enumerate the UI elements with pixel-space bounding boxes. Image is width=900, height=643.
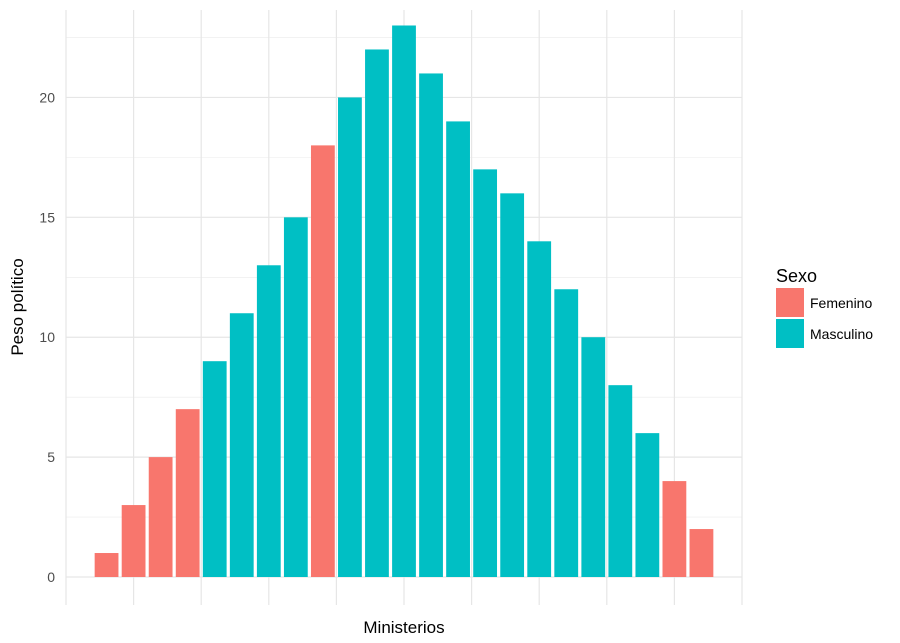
bar (121, 505, 146, 577)
bar (689, 529, 714, 577)
legend-swatch-masculino (776, 319, 804, 348)
y-axis-title: Peso político (8, 258, 27, 355)
bar (527, 241, 552, 578)
bar (473, 169, 498, 578)
bar (148, 457, 173, 577)
bar (608, 385, 633, 577)
bar (175, 409, 200, 577)
bar (662, 481, 687, 577)
legend-title: Sexo (776, 266, 817, 286)
bar (554, 289, 579, 577)
bar (256, 265, 281, 577)
bar (94, 553, 119, 577)
bar (581, 337, 606, 577)
bar (365, 49, 389, 578)
bar (419, 73, 443, 577)
legend-label-femenino: Femenino (810, 295, 872, 311)
legend: Sexo Femenino Masculino (776, 266, 873, 348)
y-tick-label: 15 (39, 209, 55, 225)
bar (283, 217, 308, 577)
bar (635, 433, 660, 577)
bar (229, 313, 254, 577)
bar (500, 193, 525, 577)
legend-label-masculino: Masculino (810, 326, 873, 342)
legend-swatch-femenino (776, 288, 804, 317)
bar (392, 25, 416, 577)
y-tick-label: 20 (39, 89, 55, 105)
bar (202, 361, 227, 577)
y-tick-label: 10 (39, 329, 55, 345)
bar (310, 145, 335, 577)
y-axis-tick-labels: 0 5 10 15 20 (39, 89, 55, 585)
bars (94, 25, 714, 578)
x-axis-title: Ministerios (363, 618, 444, 637)
bar (338, 97, 362, 577)
bar (446, 121, 470, 577)
y-tick-label: 0 (47, 569, 55, 585)
y-tick-label: 5 (47, 449, 55, 465)
